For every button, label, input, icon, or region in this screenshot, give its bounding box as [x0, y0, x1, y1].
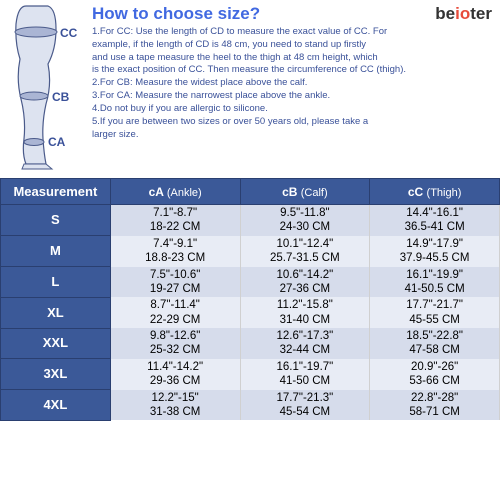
page-title: How to choose size? [92, 4, 260, 24]
calf-cell: 10.6"-14.2"27-36 CM [240, 267, 370, 298]
instruction-line: 2.For CB: Measure the widest place above… [92, 77, 492, 90]
table-row: 4XL 12.2"-15"31-38 CM 17.7"-21.3"45-54 C… [1, 390, 500, 421]
size-cell: M [1, 236, 111, 267]
title-row: How to choose size? beioter [92, 4, 492, 24]
ankle-cell: 9.8"-12.6"25-32 CM [110, 328, 240, 359]
table-row: 3XL 11.4"-14.2"29-36 CM 16.1"-19.7"41-50… [1, 359, 500, 390]
size-cell: XL [1, 297, 111, 328]
ankle-cell: 7.4"-9.1"18.8-23 CM [110, 236, 240, 267]
ankle-cell: 11.4"-14.2"29-36 CM [110, 359, 240, 390]
size-cell: S [1, 205, 111, 236]
table-row: M 7.4"-9.1"18.8-23 CM 10.1"-12.4"25.7-31… [1, 236, 500, 267]
table-row: XL 8.7"-11.4"22-29 CM 11.2"-15.8"31-40 C… [1, 297, 500, 328]
ankle-cell: 7.5"-10.6"19-27 CM [110, 267, 240, 298]
size-cell: 4XL [1, 390, 111, 421]
leg-diagram: CC CB CA [8, 4, 86, 176]
instruction-line: 4.Do not buy if you are allergic to sili… [92, 103, 492, 116]
instructions: 1.For CC: Use the length of CD to measur… [92, 26, 492, 141]
thigh-cell: 14.4"-16.1"36.5-41 CM [370, 205, 500, 236]
table-header-row: Measurement cA (Ankle) cB (Calf) cC (Thi… [1, 179, 500, 205]
calf-cell: 16.1"-19.7"41-50 CM [240, 359, 370, 390]
instruction-line: 1.For CC: Use the length of CD to measur… [92, 26, 492, 39]
header-calf: cB (Calf) [240, 179, 370, 205]
table-row: XXL 9.8"-12.6"25-32 CM 12.6"-17.3"32-44 … [1, 328, 500, 359]
instruction-line: 5.If you are between two sizes or over 5… [92, 116, 492, 129]
thigh-cell: 18.5"-22.8"47-58 CM [370, 328, 500, 359]
ankle-cell: 7.1"-8.7"18-22 CM [110, 205, 240, 236]
top-section: CC CB CA How to choose size? beioter 1.F… [0, 0, 500, 178]
calf-cell: 9.5"-11.8"24-30 CM [240, 205, 370, 236]
thigh-cell: 16.1"-19.9"41-50.5 CM [370, 267, 500, 298]
cb-label: CB [52, 90, 69, 104]
instruction-line: and use a tape measure the heel to the t… [92, 52, 492, 65]
sizing-guide: CC CB CA How to choose size? beioter 1.F… [0, 0, 500, 500]
ca-label: CA [48, 135, 65, 149]
instruction-line: larger size. [92, 129, 492, 142]
text-section: How to choose size? beioter 1.For CC: Us… [86, 4, 492, 176]
calf-cell: 11.2"-15.8"31-40 CM [240, 297, 370, 328]
ankle-cell: 12.2"-15"31-38 CM [110, 390, 240, 421]
instruction-line: 3.For CA: Measure the narrowest place ab… [92, 90, 492, 103]
instruction-line: is the exact position of CC. Then measur… [92, 64, 492, 77]
thigh-cell: 22.8"-28"58-71 CM [370, 390, 500, 421]
table-body: S 7.1"-8.7"18-22 CM 9.5"-11.8"24-30 CM 1… [1, 205, 500, 421]
header-thigh: cC (Thigh) [370, 179, 500, 205]
ankle-cell: 8.7"-11.4"22-29 CM [110, 297, 240, 328]
cc-label: CC [60, 26, 77, 40]
calf-cell: 12.6"-17.3"32-44 CM [240, 328, 370, 359]
table-row: L 7.5"-10.6"19-27 CM 10.6"-14.2"27-36 CM… [1, 267, 500, 298]
instruction-line: example, if the length of CD is 48 cm, y… [92, 39, 492, 52]
header-measurement: Measurement [1, 179, 111, 205]
table-row: S 7.1"-8.7"18-22 CM 9.5"-11.8"24-30 CM 1… [1, 205, 500, 236]
thigh-cell: 14.9"-17.9"37.9-45.5 CM [370, 236, 500, 267]
calf-cell: 10.1"-12.4"25.7-31.5 CM [240, 236, 370, 267]
brand-logo: beioter [435, 4, 492, 24]
header-ankle: cA (Ankle) [110, 179, 240, 205]
size-cell: 3XL [1, 359, 111, 390]
size-cell: XXL [1, 328, 111, 359]
thigh-cell: 20.9"-26"53-66 CM [370, 359, 500, 390]
size-table: Measurement cA (Ankle) cB (Calf) cC (Thi… [0, 178, 500, 421]
size-cell: L [1, 267, 111, 298]
thigh-cell: 17.7"-21.7"45-55 CM [370, 297, 500, 328]
calf-cell: 17.7"-21.3"45-54 CM [240, 390, 370, 421]
